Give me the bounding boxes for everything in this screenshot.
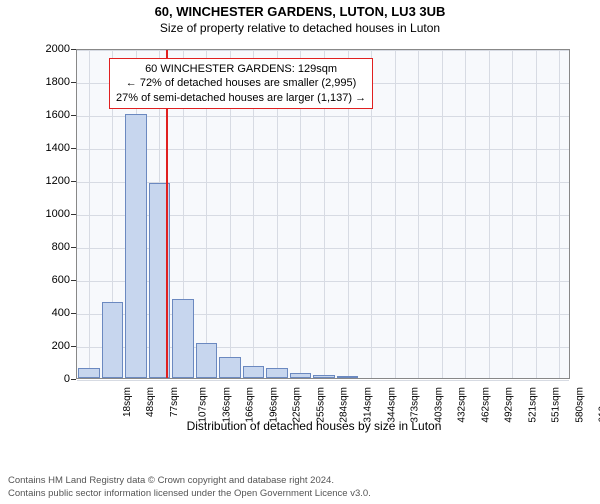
vgridline [442, 50, 443, 378]
annotation-line2: ← 72% of detached houses are smaller (2,… [116, 76, 366, 90]
vgridline [489, 50, 490, 378]
vgridline [536, 50, 537, 378]
vgridline [395, 50, 396, 378]
histogram-bar [313, 375, 335, 378]
footer: Contains HM Land Registry data © Crown c… [8, 475, 371, 500]
page-title: 60, WINCHESTER GARDENS, LUTON, LU3 3UB [0, 4, 600, 19]
histogram-bar [219, 357, 241, 378]
hgridline [77, 116, 569, 117]
y-tick-label: 1000 [30, 208, 70, 220]
x-tick-label: 136sqm [221, 387, 232, 423]
x-tick-label: 492sqm [504, 387, 515, 423]
vgridline [465, 50, 466, 378]
vgridline [418, 50, 419, 378]
y-tick-label: 800 [30, 241, 70, 253]
y-tick-mark [71, 280, 76, 281]
annotation-line3: 27% of semi-detached houses are larger (… [116, 91, 366, 105]
plot-wrap: Number of detached properties 60 WINCHES… [58, 49, 570, 419]
y-tick-label: 1400 [30, 142, 70, 154]
y-tick-mark [71, 247, 76, 248]
vgridline [512, 50, 513, 378]
y-tick-label: 1200 [30, 175, 70, 187]
histogram-bar [290, 373, 312, 378]
y-tick-mark [71, 379, 76, 380]
y-tick-mark [71, 49, 76, 50]
chart-container: 60, WINCHESTER GARDENS, LUTON, LU3 3UB S… [0, 4, 600, 504]
vgridline [89, 50, 90, 378]
y-tick-mark [71, 115, 76, 116]
histogram-bar [78, 368, 100, 378]
hgridline [77, 380, 569, 381]
footer-line-2: Contains public sector information licen… [8, 488, 371, 500]
y-tick-mark [71, 148, 76, 149]
vgridline [559, 50, 560, 378]
hgridline [77, 149, 569, 150]
y-tick-label: 1800 [30, 76, 70, 88]
x-tick-label: 462sqm [480, 387, 491, 423]
x-tick-label: 166sqm [245, 387, 256, 423]
x-tick-label: 284sqm [339, 387, 350, 423]
y-tick-label: 0 [30, 373, 70, 385]
x-tick-label: 107sqm [198, 387, 209, 423]
histogram-bar [172, 299, 194, 378]
x-tick-label: 580sqm [574, 387, 585, 423]
x-tick-label: 344sqm [386, 387, 397, 423]
plot-area: 60 WINCHESTER GARDENS: 129sqm← 72% of de… [76, 49, 570, 379]
x-tick-label: 255sqm [316, 387, 327, 423]
x-tick-label: 314sqm [363, 387, 374, 423]
histogram-bar [196, 343, 218, 378]
histogram-bar [102, 302, 124, 378]
x-tick-label: 403sqm [433, 387, 444, 423]
histogram-bar [266, 368, 288, 378]
x-tick-label: 196sqm [268, 387, 279, 423]
hgridline [77, 50, 569, 51]
x-tick-label: 77sqm [169, 387, 180, 417]
page-subtitle: Size of property relative to detached ho… [0, 21, 600, 35]
y-tick-label: 400 [30, 307, 70, 319]
x-axis-label: Distribution of detached houses by size … [58, 419, 570, 433]
annotation-line1: 60 WINCHESTER GARDENS: 129sqm [116, 62, 366, 76]
y-tick-mark [71, 181, 76, 182]
x-tick-label: 225sqm [292, 387, 303, 423]
footer-line-1: Contains HM Land Registry data © Crown c… [8, 475, 371, 487]
annotation-box: 60 WINCHESTER GARDENS: 129sqm← 72% of de… [109, 58, 373, 109]
y-tick-mark [71, 346, 76, 347]
y-tick-label: 1600 [30, 109, 70, 121]
x-tick-label: 373sqm [410, 387, 421, 423]
y-tick-label: 2000 [30, 43, 70, 55]
x-tick-label: 432sqm [457, 387, 468, 423]
histogram-bar [243, 366, 265, 378]
y-tick-mark [71, 313, 76, 314]
x-tick-label: 48sqm [145, 387, 156, 417]
histogram-bar [125, 114, 147, 378]
x-tick-label: 521sqm [527, 387, 538, 423]
y-tick-label: 200 [30, 340, 70, 352]
x-tick-label: 18sqm [122, 387, 133, 417]
y-tick-label: 600 [30, 274, 70, 286]
y-tick-mark [71, 214, 76, 215]
y-tick-mark [71, 82, 76, 83]
x-tick-label: 551sqm [551, 387, 562, 423]
histogram-bar [337, 376, 359, 378]
